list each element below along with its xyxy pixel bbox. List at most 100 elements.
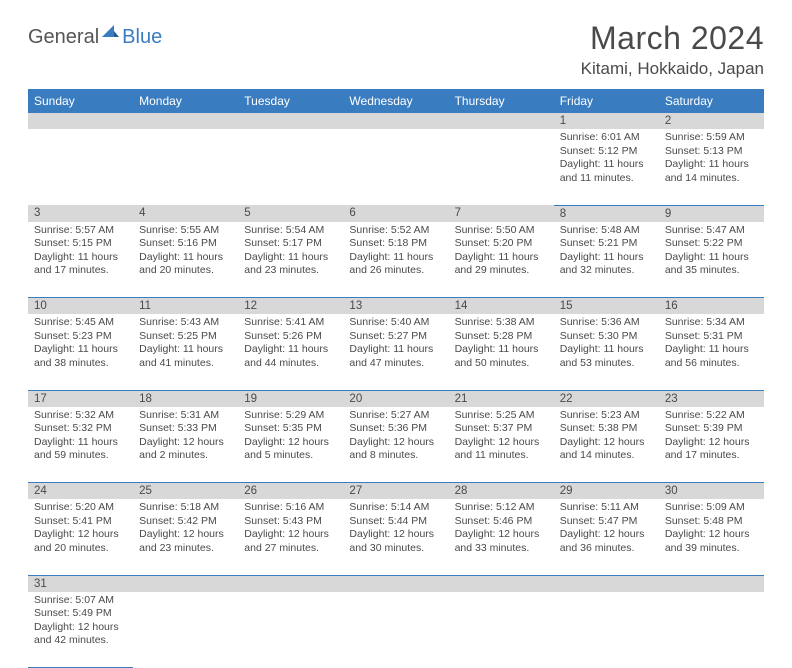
day-number-cell: 22 <box>554 390 659 407</box>
day-details: Sunrise: 5:07 AMSunset: 5:49 PMDaylight:… <box>28 592 133 652</box>
daylight-text-2: and 11 minutes. <box>560 172 655 186</box>
daylight-text-1: Daylight: 11 hours <box>560 343 655 357</box>
daylight-text-1: Daylight: 11 hours <box>139 251 234 265</box>
calendar-day-cell: Sunrise: 5:22 AMSunset: 5:39 PMDaylight:… <box>659 407 764 483</box>
daylight-text-2: and 14 minutes. <box>665 172 760 186</box>
weekday-header: Monday <box>133 89 238 113</box>
daylight-text-1: Daylight: 12 hours <box>560 528 655 542</box>
calendar-week-row: Sunrise: 5:32 AMSunset: 5:32 PMDaylight:… <box>28 407 764 483</box>
calendar-day-cell: Sunrise: 5:11 AMSunset: 5:47 PMDaylight:… <box>554 499 659 575</box>
day-details: Sunrise: 5:23 AMSunset: 5:38 PMDaylight:… <box>554 407 659 467</box>
weekday-header: Friday <box>554 89 659 113</box>
day-number-cell <box>133 113 238 129</box>
sunset-text: Sunset: 5:38 PM <box>560 422 655 436</box>
daylight-text-1: Daylight: 12 hours <box>349 436 444 450</box>
sunrise-text: Sunrise: 6:01 AM <box>560 131 655 145</box>
sunset-text: Sunset: 5:33 PM <box>139 422 234 436</box>
sunrise-text: Sunrise: 5:32 AM <box>34 409 129 423</box>
sunset-text: Sunset: 5:16 PM <box>139 237 234 251</box>
daylight-text-2: and 30 minutes. <box>349 542 444 556</box>
sunset-text: Sunset: 5:18 PM <box>349 237 444 251</box>
day-number-cell <box>238 575 343 592</box>
calendar-day-cell <box>343 129 448 205</box>
daylight-text-1: Daylight: 12 hours <box>455 436 550 450</box>
day-number-cell: 3 <box>28 205 133 222</box>
day-number-cell <box>659 575 764 592</box>
daylight-text-2: and 29 minutes. <box>455 264 550 278</box>
page-title: March 2024 <box>581 20 764 57</box>
daylight-text-2: and 59 minutes. <box>34 449 129 463</box>
calendar-day-cell <box>238 592 343 668</box>
sunrise-text: Sunrise: 5:22 AM <box>665 409 760 423</box>
daylight-text-1: Daylight: 12 hours <box>455 528 550 542</box>
sunrise-text: Sunrise: 5:20 AM <box>34 501 129 515</box>
day-details: Sunrise: 5:34 AMSunset: 5:31 PMDaylight:… <box>659 314 764 374</box>
day-number-cell: 15 <box>554 298 659 315</box>
daylight-text-2: and 36 minutes. <box>560 542 655 556</box>
sunrise-text: Sunrise: 5:27 AM <box>349 409 444 423</box>
sunrise-text: Sunrise: 5:12 AM <box>455 501 550 515</box>
weekday-header: Tuesday <box>238 89 343 113</box>
day-number-cell: 13 <box>343 298 448 315</box>
day-details: Sunrise: 6:01 AMSunset: 5:12 PMDaylight:… <box>554 129 659 189</box>
sunset-text: Sunset: 5:13 PM <box>665 145 760 159</box>
daylight-text-2: and 11 minutes. <box>455 449 550 463</box>
daylight-text-1: Daylight: 12 hours <box>139 436 234 450</box>
day-number-cell: 12 <box>238 298 343 315</box>
sunrise-text: Sunrise: 5:43 AM <box>139 316 234 330</box>
day-details: Sunrise: 5:31 AMSunset: 5:33 PMDaylight:… <box>133 407 238 467</box>
sunrise-text: Sunrise: 5:23 AM <box>560 409 655 423</box>
calendar-day-cell: Sunrise: 5:55 AMSunset: 5:16 PMDaylight:… <box>133 222 238 298</box>
calendar-week-row: Sunrise: 5:45 AMSunset: 5:23 PMDaylight:… <box>28 314 764 390</box>
day-number-cell: 9 <box>659 205 764 222</box>
day-number-cell: 6 <box>343 205 448 222</box>
day-details: Sunrise: 5:52 AMSunset: 5:18 PMDaylight:… <box>343 222 448 282</box>
sunset-text: Sunset: 5:26 PM <box>244 330 339 344</box>
daylight-text-1: Daylight: 11 hours <box>244 343 339 357</box>
day-number-cell <box>343 113 448 129</box>
day-number-cell: 7 <box>449 205 554 222</box>
sunrise-text: Sunrise: 5:16 AM <box>244 501 339 515</box>
sunset-text: Sunset: 5:39 PM <box>665 422 760 436</box>
daylight-text-2: and 17 minutes. <box>34 264 129 278</box>
sunset-text: Sunset: 5:35 PM <box>244 422 339 436</box>
sunset-text: Sunset: 5:23 PM <box>34 330 129 344</box>
daylight-text-1: Daylight: 12 hours <box>665 528 760 542</box>
calendar-day-cell: Sunrise: 5:48 AMSunset: 5:21 PMDaylight:… <box>554 222 659 298</box>
sunset-text: Sunset: 5:20 PM <box>455 237 550 251</box>
calendar-day-cell: Sunrise: 5:34 AMSunset: 5:31 PMDaylight:… <box>659 314 764 390</box>
day-number-cell: 5 <box>238 205 343 222</box>
day-details: Sunrise: 5:32 AMSunset: 5:32 PMDaylight:… <box>28 407 133 467</box>
day-details: Sunrise: 5:27 AMSunset: 5:36 PMDaylight:… <box>343 407 448 467</box>
daylight-text-1: Daylight: 11 hours <box>34 436 129 450</box>
day-number-row: 3456789 <box>28 205 764 222</box>
day-details: Sunrise: 5:59 AMSunset: 5:13 PMDaylight:… <box>659 129 764 189</box>
day-details: Sunrise: 5:22 AMSunset: 5:39 PMDaylight:… <box>659 407 764 467</box>
daylight-text-2: and 23 minutes. <box>139 542 234 556</box>
sunset-text: Sunset: 5:15 PM <box>34 237 129 251</box>
day-number-row: 17181920212223 <box>28 390 764 407</box>
daylight-text-2: and 14 minutes. <box>560 449 655 463</box>
day-number-cell <box>133 575 238 592</box>
calendar-day-cell: Sunrise: 5:16 AMSunset: 5:43 PMDaylight:… <box>238 499 343 575</box>
day-number-cell <box>343 575 448 592</box>
calendar-day-cell: Sunrise: 5:36 AMSunset: 5:30 PMDaylight:… <box>554 314 659 390</box>
day-details: Sunrise: 5:11 AMSunset: 5:47 PMDaylight:… <box>554 499 659 559</box>
daylight-text-1: Daylight: 11 hours <box>455 343 550 357</box>
sunset-text: Sunset: 5:36 PM <box>349 422 444 436</box>
day-number-cell: 4 <box>133 205 238 222</box>
calendar-table: SundayMondayTuesdayWednesdayThursdayFrid… <box>28 89 764 668</box>
day-number-cell: 2 <box>659 113 764 129</box>
day-details: Sunrise: 5:41 AMSunset: 5:26 PMDaylight:… <box>238 314 343 374</box>
sunset-text: Sunset: 5:17 PM <box>244 237 339 251</box>
sunrise-text: Sunrise: 5:38 AM <box>455 316 550 330</box>
day-details: Sunrise: 5:40 AMSunset: 5:27 PMDaylight:… <box>343 314 448 374</box>
day-number-cell: 25 <box>133 483 238 500</box>
calendar-day-cell: Sunrise: 5:09 AMSunset: 5:48 PMDaylight:… <box>659 499 764 575</box>
calendar-day-cell: Sunrise: 5:27 AMSunset: 5:36 PMDaylight:… <box>343 407 448 483</box>
day-number-cell: 27 <box>343 483 448 500</box>
day-details: Sunrise: 5:09 AMSunset: 5:48 PMDaylight:… <box>659 499 764 559</box>
calendar-day-cell: Sunrise: 5:18 AMSunset: 5:42 PMDaylight:… <box>133 499 238 575</box>
daylight-text-1: Daylight: 11 hours <box>34 343 129 357</box>
sunset-text: Sunset: 5:22 PM <box>665 237 760 251</box>
